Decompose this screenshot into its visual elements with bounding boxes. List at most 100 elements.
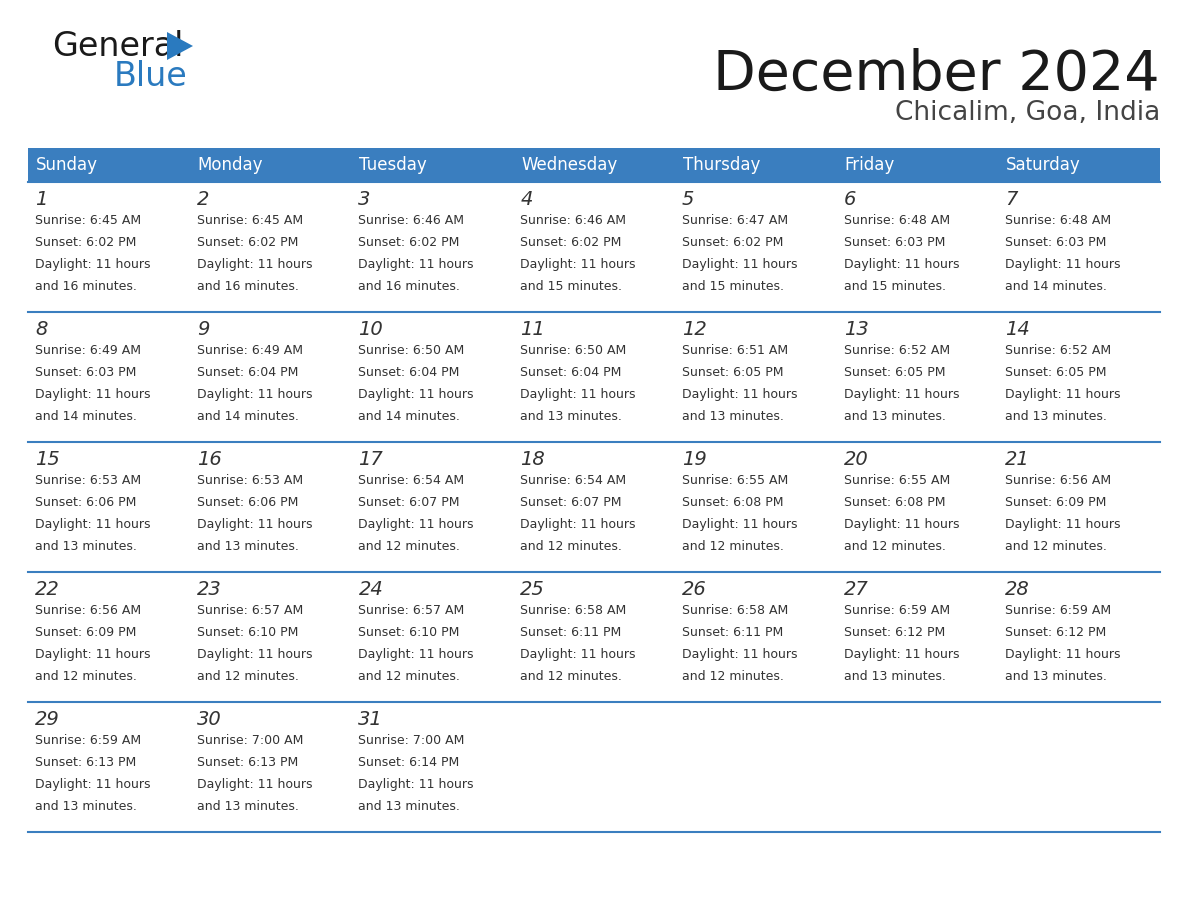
Text: Daylight: 11 hours: Daylight: 11 hours	[359, 388, 474, 401]
Text: Daylight: 11 hours: Daylight: 11 hours	[520, 258, 636, 271]
FancyBboxPatch shape	[836, 182, 998, 312]
Text: Sunrise: 6:52 AM: Sunrise: 6:52 AM	[843, 344, 949, 357]
Text: Sunrise: 6:49 AM: Sunrise: 6:49 AM	[34, 344, 141, 357]
FancyBboxPatch shape	[998, 182, 1159, 312]
Text: Sunrise: 7:00 AM: Sunrise: 7:00 AM	[359, 734, 465, 747]
Text: 12: 12	[682, 320, 707, 339]
FancyBboxPatch shape	[29, 148, 190, 182]
Text: 23: 23	[197, 580, 221, 599]
Text: Sunrise: 6:56 AM: Sunrise: 6:56 AM	[34, 604, 141, 617]
Text: Sunrise: 6:50 AM: Sunrise: 6:50 AM	[520, 344, 626, 357]
Text: Sunset: 6:02 PM: Sunset: 6:02 PM	[682, 236, 783, 249]
Text: and 15 minutes.: and 15 minutes.	[843, 280, 946, 293]
FancyBboxPatch shape	[513, 182, 675, 312]
Text: 5: 5	[682, 190, 694, 209]
FancyBboxPatch shape	[998, 148, 1159, 182]
Text: and 12 minutes.: and 12 minutes.	[682, 540, 784, 553]
Text: 1: 1	[34, 190, 48, 209]
Text: Saturday: Saturday	[1006, 156, 1081, 174]
Text: 8: 8	[34, 320, 48, 339]
Text: Sunset: 6:14 PM: Sunset: 6:14 PM	[359, 756, 460, 769]
Text: Sunset: 6:13 PM: Sunset: 6:13 PM	[197, 756, 298, 769]
Text: and 14 minutes.: and 14 minutes.	[34, 410, 137, 423]
Text: 21: 21	[1005, 450, 1030, 469]
Text: 11: 11	[520, 320, 545, 339]
Text: Sunrise: 6:53 AM: Sunrise: 6:53 AM	[197, 474, 303, 487]
Text: and 13 minutes.: and 13 minutes.	[34, 540, 137, 553]
Text: Sunset: 6:05 PM: Sunset: 6:05 PM	[1005, 366, 1107, 379]
Text: 25: 25	[520, 580, 545, 599]
Text: Daylight: 11 hours: Daylight: 11 hours	[34, 778, 151, 791]
FancyBboxPatch shape	[190, 148, 352, 182]
Text: Sunrise: 6:59 AM: Sunrise: 6:59 AM	[34, 734, 141, 747]
FancyBboxPatch shape	[998, 702, 1159, 832]
Text: Sunrise: 6:48 AM: Sunrise: 6:48 AM	[843, 214, 949, 227]
Text: Thursday: Thursday	[683, 156, 760, 174]
Text: Sunrise: 6:59 AM: Sunrise: 6:59 AM	[843, 604, 949, 617]
Text: 10: 10	[359, 320, 384, 339]
Text: Daylight: 11 hours: Daylight: 11 hours	[359, 518, 474, 531]
Text: Sunset: 6:03 PM: Sunset: 6:03 PM	[1005, 236, 1107, 249]
FancyBboxPatch shape	[675, 442, 836, 572]
Text: and 12 minutes.: and 12 minutes.	[843, 540, 946, 553]
Text: 17: 17	[359, 450, 384, 469]
Text: Daylight: 11 hours: Daylight: 11 hours	[197, 518, 312, 531]
FancyBboxPatch shape	[836, 442, 998, 572]
Text: and 12 minutes.: and 12 minutes.	[682, 670, 784, 683]
Text: 7: 7	[1005, 190, 1018, 209]
Text: Sunset: 6:02 PM: Sunset: 6:02 PM	[197, 236, 298, 249]
Text: 18: 18	[520, 450, 545, 469]
Text: Daylight: 11 hours: Daylight: 11 hours	[1005, 388, 1120, 401]
Text: Blue: Blue	[114, 60, 188, 93]
Text: Daylight: 11 hours: Daylight: 11 hours	[843, 648, 959, 661]
Text: 15: 15	[34, 450, 59, 469]
Text: Daylight: 11 hours: Daylight: 11 hours	[197, 778, 312, 791]
Text: Sunset: 6:07 PM: Sunset: 6:07 PM	[359, 496, 460, 509]
Text: Sunrise: 6:45 AM: Sunrise: 6:45 AM	[34, 214, 141, 227]
Text: 6: 6	[843, 190, 855, 209]
FancyBboxPatch shape	[352, 312, 513, 442]
Text: Friday: Friday	[845, 156, 895, 174]
FancyBboxPatch shape	[352, 572, 513, 702]
Text: and 12 minutes.: and 12 minutes.	[34, 670, 137, 683]
Text: Sunrise: 7:00 AM: Sunrise: 7:00 AM	[197, 734, 303, 747]
Text: and 16 minutes.: and 16 minutes.	[34, 280, 137, 293]
Text: 16: 16	[197, 450, 221, 469]
Text: 20: 20	[843, 450, 868, 469]
Text: and 13 minutes.: and 13 minutes.	[843, 670, 946, 683]
Text: 22: 22	[34, 580, 59, 599]
FancyBboxPatch shape	[190, 702, 352, 832]
Text: and 15 minutes.: and 15 minutes.	[520, 280, 623, 293]
Text: Sunrise: 6:55 AM: Sunrise: 6:55 AM	[843, 474, 950, 487]
Text: Tuesday: Tuesday	[360, 156, 428, 174]
Text: Sunrise: 6:50 AM: Sunrise: 6:50 AM	[359, 344, 465, 357]
Text: Daylight: 11 hours: Daylight: 11 hours	[34, 648, 151, 661]
FancyBboxPatch shape	[29, 312, 190, 442]
Text: Sunrise: 6:49 AM: Sunrise: 6:49 AM	[197, 344, 303, 357]
FancyBboxPatch shape	[190, 442, 352, 572]
Text: Sunset: 6:06 PM: Sunset: 6:06 PM	[34, 496, 137, 509]
Text: Sunset: 6:10 PM: Sunset: 6:10 PM	[197, 626, 298, 639]
Text: Daylight: 11 hours: Daylight: 11 hours	[1005, 648, 1120, 661]
Text: Sunrise: 6:46 AM: Sunrise: 6:46 AM	[520, 214, 626, 227]
FancyBboxPatch shape	[998, 442, 1159, 572]
Text: and 13 minutes.: and 13 minutes.	[682, 410, 784, 423]
Text: Sunrise: 6:48 AM: Sunrise: 6:48 AM	[1005, 214, 1112, 227]
Text: Sunrise: 6:47 AM: Sunrise: 6:47 AM	[682, 214, 788, 227]
Text: Chicalim, Goa, India: Chicalim, Goa, India	[895, 100, 1159, 126]
FancyBboxPatch shape	[998, 312, 1159, 442]
Text: Daylight: 11 hours: Daylight: 11 hours	[359, 778, 474, 791]
FancyBboxPatch shape	[352, 442, 513, 572]
Text: and 14 minutes.: and 14 minutes.	[197, 410, 298, 423]
Text: 30: 30	[197, 710, 221, 729]
FancyBboxPatch shape	[352, 702, 513, 832]
Text: Sunrise: 6:57 AM: Sunrise: 6:57 AM	[359, 604, 465, 617]
Text: Sunrise: 6:58 AM: Sunrise: 6:58 AM	[520, 604, 626, 617]
FancyBboxPatch shape	[190, 572, 352, 702]
Text: Sunset: 6:10 PM: Sunset: 6:10 PM	[359, 626, 460, 639]
Text: 9: 9	[197, 320, 209, 339]
Text: Sunrise: 6:46 AM: Sunrise: 6:46 AM	[359, 214, 465, 227]
Text: Sunrise: 6:51 AM: Sunrise: 6:51 AM	[682, 344, 788, 357]
Text: Daylight: 11 hours: Daylight: 11 hours	[34, 258, 151, 271]
Text: Daylight: 11 hours: Daylight: 11 hours	[359, 258, 474, 271]
